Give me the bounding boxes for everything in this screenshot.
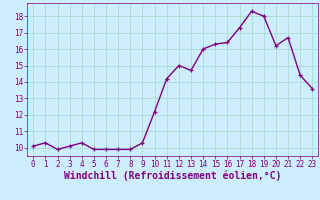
- X-axis label: Windchill (Refroidissement éolien,°C): Windchill (Refroidissement éolien,°C): [64, 171, 282, 181]
